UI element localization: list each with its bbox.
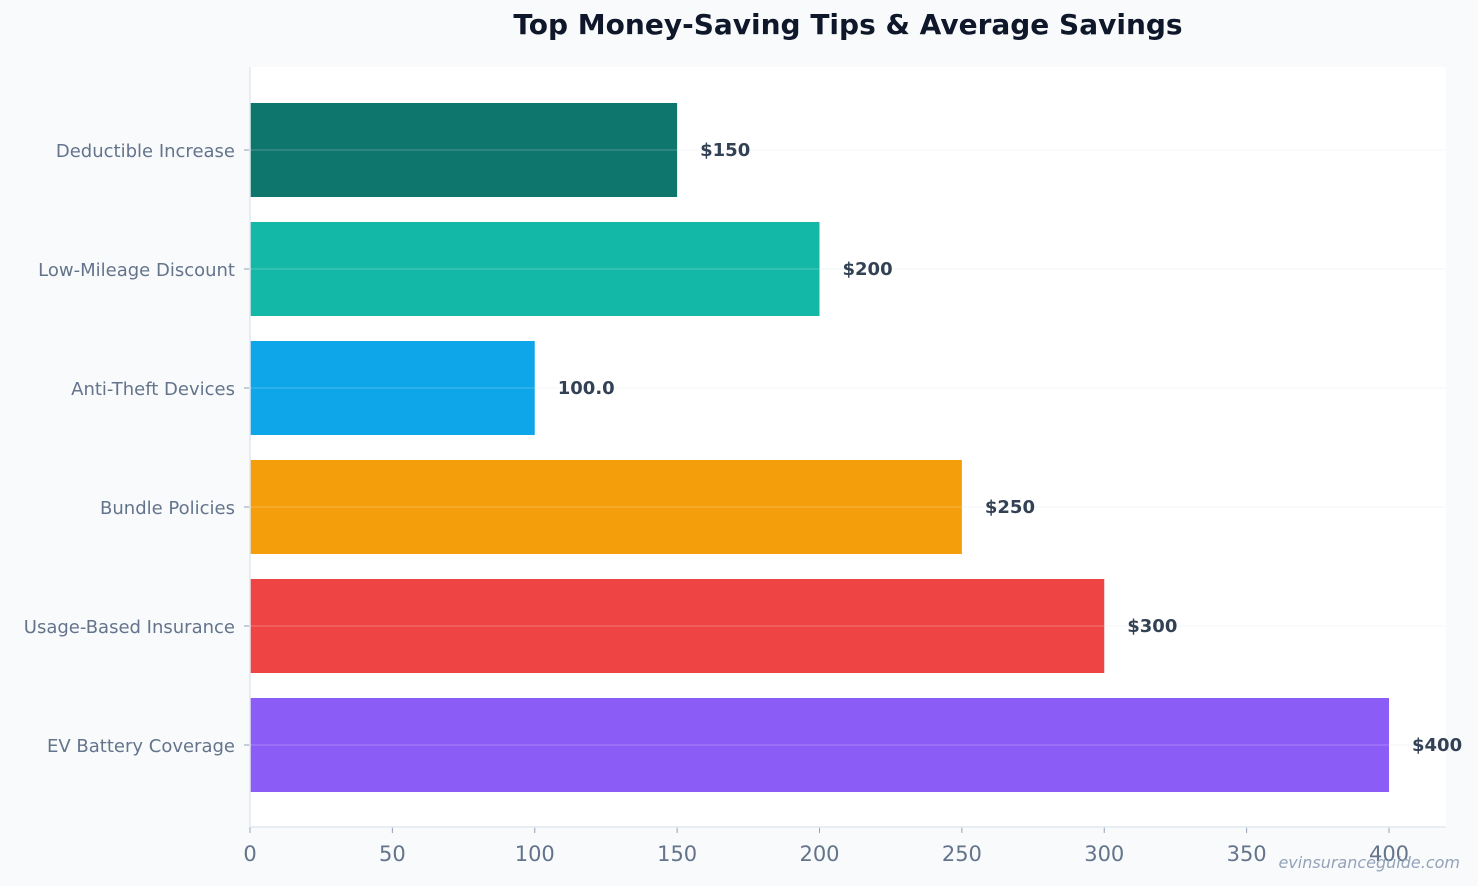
chart-title: Top Money-Saving Tips & Average Savings <box>513 8 1183 41</box>
category-label: Deductible Increase <box>56 141 235 162</box>
watermark: evinsuranceguide.com <box>1278 853 1460 872</box>
value-label: $250 <box>985 497 1035 518</box>
value-label: $300 <box>1127 616 1177 637</box>
x-tick-label: 0 <box>243 842 256 866</box>
x-tick-label: 400 <box>1369 842 1409 866</box>
bar <box>250 103 678 197</box>
x-tick-label: 150 <box>657 842 697 866</box>
value-label: 100.0 <box>558 378 615 399</box>
bar <box>250 460 962 554</box>
value-label: $400 <box>1412 735 1462 756</box>
value-label: $200 <box>843 259 893 280</box>
x-tick-label: 50 <box>379 842 406 866</box>
category-label: Low-Mileage Discount <box>38 260 235 281</box>
bar <box>250 222 820 316</box>
x-tick-label: 100 <box>515 842 555 866</box>
bar <box>250 579 1105 673</box>
value-label: $150 <box>700 140 750 161</box>
x-tick-label: 300 <box>1084 842 1124 866</box>
x-tick-label: 200 <box>799 842 839 866</box>
category-label: EV Battery Coverage <box>47 736 235 757</box>
labels: 0 50 100 150 200 250 300 350 400 Deductible Incre… <box>24 140 1462 866</box>
x-tick-label: 350 <box>1227 842 1267 866</box>
bar <box>250 341 535 435</box>
bars <box>250 103 1389 792</box>
category-label: Anti-Theft Devices <box>71 379 235 400</box>
bar <box>250 698 1389 792</box>
category-label: Bundle Policies <box>100 498 235 519</box>
category-label: Usage-Based Insurance <box>24 617 235 638</box>
x-tick-label: 250 <box>942 842 982 866</box>
